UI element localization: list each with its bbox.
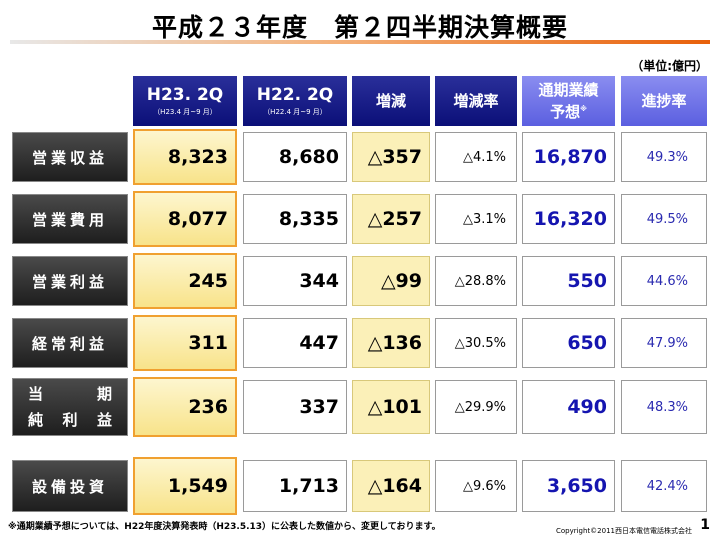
header-h23: H23. 2Q （H23.4 月~9 月）	[133, 76, 237, 126]
cell-h22: 337	[243, 380, 347, 434]
header-forecast-line2-text: 予想	[550, 102, 581, 121]
cell-progress: 48.3%	[621, 380, 707, 434]
page-number: 1	[700, 517, 710, 533]
copyright: Copyright©2011西日本電信電話株式会社	[555, 527, 692, 535]
header-diff: 増減	[352, 76, 430, 126]
cell-rate: △9.6%	[435, 460, 517, 512]
cell-h23: 1,549	[133, 457, 237, 515]
cell-h23: 8,077	[133, 191, 237, 247]
cell-h22: 8,680	[243, 132, 347, 182]
cell-forecast: 16,320	[522, 194, 615, 244]
row-label-operating-income: 営業利益	[12, 256, 128, 306]
row-label-capex: 設備投資	[12, 460, 128, 512]
cell-rate: △4.1%	[435, 132, 517, 182]
row-label-net-income: 当 期 純 利 益	[12, 378, 128, 436]
unit-label: （単位:億円）	[631, 59, 708, 73]
cell-progress: 49.5%	[621, 194, 707, 244]
cell-forecast: 650	[522, 318, 615, 368]
cell-h22: 344	[243, 256, 347, 306]
cell-progress: 42.4%	[621, 460, 707, 512]
page-title: 平成２３年度 第２四半期決算概要	[151, 13, 568, 42]
header-h23-sub: （H23.4 月~9 月）	[153, 107, 217, 116]
title-underline	[10, 40, 710, 44]
label-char: 純	[28, 411, 44, 429]
header-h22-sub: （H22.4 月~9 月）	[263, 107, 327, 116]
cell-diff: △164	[352, 460, 430, 512]
cell-forecast: 550	[522, 256, 615, 306]
header-forecast-mark: ※	[580, 104, 587, 113]
header-diff-label: 増減	[375, 91, 406, 110]
row-label-operating-revenue: 営業収益	[12, 132, 128, 182]
label-char: 益	[96, 411, 112, 429]
header-progress: 進捗率	[621, 76, 707, 126]
cell-diff: △257	[352, 194, 430, 244]
cell-forecast: 3,650	[522, 460, 615, 512]
cell-h22: 1,713	[243, 460, 347, 512]
label-char: 利	[62, 411, 78, 429]
cell-h23: 8,323	[133, 129, 237, 185]
header-h23-main: H23. 2Q	[146, 84, 224, 105]
row-label-ordinary-income: 経常利益	[12, 318, 128, 368]
header-rate: 増減率	[435, 76, 517, 126]
cell-h23: 236	[133, 377, 237, 437]
cell-forecast: 490	[522, 380, 615, 434]
cell-rate: △29.9%	[435, 380, 517, 434]
label-char: 期	[96, 385, 112, 403]
cell-diff: △357	[352, 132, 430, 182]
cell-h23: 245	[133, 253, 237, 309]
cell-h22: 8,335	[243, 194, 347, 244]
cell-h22: 447	[243, 318, 347, 368]
footnote: ※通期業績予想については、H22年度決算発表時（H23.5.13）に公表した数値…	[8, 522, 441, 532]
header-h22-main: H22. 2Q	[256, 84, 334, 105]
cell-rate: △30.5%	[435, 318, 517, 368]
cell-forecast: 16,870	[522, 132, 615, 182]
header-forecast: 通期業績 予想※	[522, 76, 615, 126]
cell-diff: △101	[352, 380, 430, 434]
cell-progress: 49.3%	[621, 132, 707, 182]
cell-h23: 311	[133, 315, 237, 371]
cell-diff: △99	[352, 256, 430, 306]
header-rate-label: 増減率	[453, 91, 499, 110]
row-label-operating-expenses: 営業費用	[12, 194, 128, 244]
cell-rate: △28.8%	[435, 256, 517, 306]
cell-progress: 47.9%	[621, 318, 707, 368]
cell-rate: △3.1%	[435, 194, 517, 244]
cell-progress: 44.6%	[621, 256, 707, 306]
header-forecast-line2: 予想※	[550, 100, 587, 122]
row-label-net-income-line2: 純 利 益	[28, 407, 112, 433]
label-char: 当	[28, 385, 44, 403]
header-forecast-line1: 通期業績	[538, 80, 599, 99]
cell-diff: △136	[352, 318, 430, 368]
header-progress-label: 進捗率	[641, 91, 687, 110]
header-h22: H22. 2Q （H22.4 月~9 月）	[243, 76, 347, 126]
row-label-net-income-line1: 当 期	[28, 381, 112, 407]
